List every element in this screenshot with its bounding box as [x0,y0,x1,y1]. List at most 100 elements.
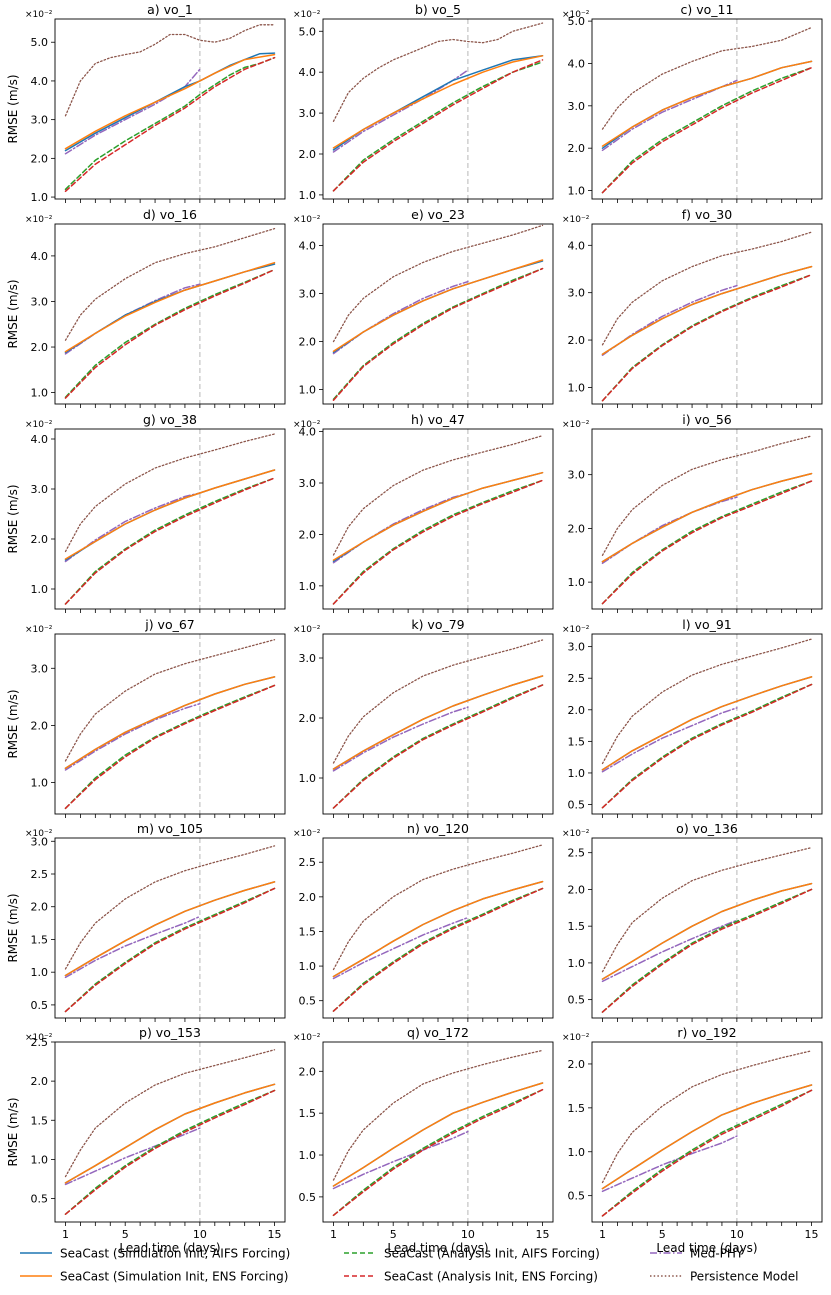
subplot-title: b) vo_5 [415,2,461,17]
legend-label-ana_aifs: SeaCast (Analysis Init, AIFS Forcing) [384,1247,600,1261]
series-line-ana_aifs [601,273,813,402]
series-line-persist [601,846,813,973]
y-tick-label: 1.5 [568,920,586,933]
y-tick-label: 4.0 [31,75,49,88]
series-line-sim_ens [64,881,276,977]
plot-frame [591,428,823,610]
y-tick-label: 4.0 [31,250,49,263]
series-line-sim_ens [332,55,544,149]
series-line-ana_ens [64,56,276,193]
subplot-title: c) vo_11 [681,2,734,17]
y-tick-label: 0.5 [31,1193,49,1206]
y-tick-label: 1.0 [31,191,49,204]
series-line-medphy [601,496,738,565]
x-tick-label: 1 [62,1228,69,1241]
y-tick-label: 4.0 [299,66,317,79]
y-tick-label: 0.5 [299,995,317,1008]
x-tick-label: 1 [330,1228,337,1241]
series-line-ana_aifs [601,66,813,194]
y-tick-label: 1.5 [568,735,586,748]
subplot-a: a) vo_1 ×10⁻² 1.0 2.0 3.0 4.0 5.0 RMSE (m/s) [6,2,286,204]
y-tick-label: 1.0 [299,189,317,202]
series-line-ana_ens [601,66,813,194]
series-line-ana_aifs [64,684,276,810]
series-line-sim_aifs [601,472,813,563]
subplot-m: m) vo_105 ×10⁻² 0.5 1.0 1.5 2.0 2.5 3.0 RMSE (m/… [6,821,286,1022]
y-axis-label: RMSE (m/s) [6,893,20,962]
series-line-sim_ens [64,469,276,560]
plot-frame [322,18,554,200]
y-tick-label: 3.0 [568,641,586,654]
legend-label-ana_ens: SeaCast (Analysis Init, ENS Forcing) [384,1270,598,1284]
y-axis-label: RMSE (m/s) [6,484,20,553]
plot-frame [54,837,286,1019]
y-axis-label: RMSE (m/s) [6,74,20,143]
series-line-ana_ens [64,887,276,1013]
y-tick-label: 2.0 [299,1065,317,1078]
y-tick-label: 2.5 [31,1036,49,1049]
plot-frame [591,633,823,815]
y-tick-label: 3.0 [31,114,49,127]
subplot-b: b) vo_5 ×10⁻² 1.0 2.0 3.0 4.0 5.0 [293,2,554,203]
series-line-medphy [332,1130,469,1190]
series-line-ana_ens [601,273,813,402]
plot-frame [591,18,823,200]
subplot-g: g) vo_38 ×10⁻² 1.0 2.0 3.0 4.0 RMSE (m/s) [6,412,286,613]
x-tick-label: 5 [659,1228,666,1241]
subplot-title: i) vo_56 [682,412,732,427]
subplot-j: j) vo_67 ×10⁻² 1.0 2.0 3.0 RMSE (m/s) [6,617,286,818]
axis-multiplier: ×10⁻² [562,10,590,20]
series-line-ana_ens [64,1089,276,1215]
series-line-ana_ens [332,887,544,1012]
series-line-ana_ens [601,888,813,1013]
series-line-ana_aifs [601,1089,813,1217]
y-tick-label: 2.0 [568,142,586,155]
series-line-persist [64,639,276,762]
series-line-medphy [64,1127,201,1186]
y-tick-label: 4.0 [31,433,49,446]
axis-multiplier: ×10⁻² [562,625,590,635]
axis-multiplier: ×10⁻² [293,10,321,20]
axis-multiplier: ×10⁻² [293,1033,321,1043]
subplot-title: m) vo_105 [137,821,203,836]
series-line-ana_ens [64,477,276,605]
plot-frame [54,1041,286,1223]
axis-multiplier: ×10⁻² [293,215,321,225]
axis-multiplier: ×10⁻² [25,829,53,839]
plot-frame [591,837,823,1019]
series-line-sim_aifs [64,1083,276,1184]
y-tick-label: 4.0 [568,57,586,70]
series-line-persist [332,435,544,556]
subplot-d: d) vo_16 ×10⁻² 1.0 2.0 3.0 4.0 RMSE (m/s) [6,207,286,408]
subplot-p: p) vo_153×10⁻²0.51.01.52.02.51 5 10 15Lead … [6,1025,286,1255]
series-line-persist [332,224,544,343]
y-tick-label: 2.0 [31,1075,49,1088]
y-tick-label: 5.0 [568,15,586,28]
series-line-ana_aifs [332,267,544,400]
y-tick-label: 2.5 [568,847,586,860]
y-tick-label: 1.0 [299,772,317,785]
y-tick-label: 3.0 [299,288,317,301]
series-line-ana_aifs [601,888,813,1013]
subplot-title: o) vo_136 [676,821,738,836]
series-line-sim_ens [332,259,544,352]
series-line-sim_ens [601,265,813,356]
subplot-k: k) vo_79 ×10⁻² 1.0 2.0 3.0 [293,617,554,818]
axis-multiplier: ×10⁻² [562,420,590,430]
y-tick-label: 2.0 [31,719,49,732]
series-line-medphy [332,706,469,772]
legend-label-sim_aifs: SeaCast (Simulation Init, AIFS Forcing) [60,1247,290,1261]
series-line-ana_aifs [332,1088,544,1217]
series-line-ana_ens [64,684,276,810]
legend-label-sim_ens: SeaCast (Simulation Init, ENS Forcing) [60,1270,288,1284]
plot-frame [322,1041,554,1223]
series-line-sim_aifs [601,60,813,149]
y-tick-label: 0.5 [299,1191,317,1204]
series-line-sim_ens [601,676,813,771]
y-tick-label: 1.0 [568,767,586,780]
legend: SeaCast (Simulation Init, AIFS Forcing) S… [20,1247,798,1284]
plot-frame [322,633,554,815]
y-tick-label: 3.0 [299,107,317,120]
subplot-title: j) vo_67 [144,617,195,632]
